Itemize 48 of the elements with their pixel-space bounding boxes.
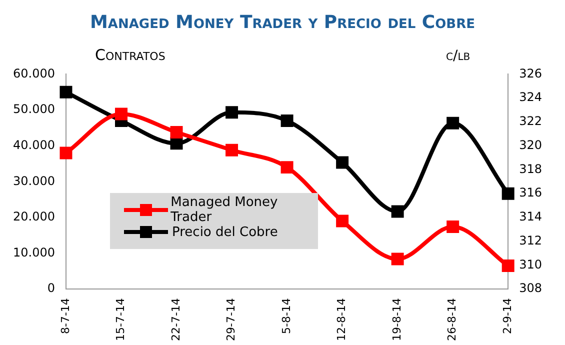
y-tick-label: 40.000 <box>12 138 55 152</box>
y-tick-label: 10.000 <box>12 245 55 260</box>
x-tick-label: 5-8-14 <box>280 298 293 334</box>
y-tick-label: 20.000 <box>12 210 55 224</box>
point <box>60 86 72 98</box>
point <box>170 126 183 138</box>
y2-tick-label: 308 <box>519 281 542 296</box>
point <box>280 161 294 174</box>
x-tick-label: 12-8-14 <box>335 298 348 342</box>
y2-tick-label: 320 <box>519 138 542 152</box>
point <box>60 146 72 160</box>
y-tick-label: 0 <box>47 281 55 296</box>
point <box>336 214 349 228</box>
y2-tick-label: 326 <box>519 66 542 80</box>
point <box>170 137 183 150</box>
y-tick-label: 50.000 <box>12 102 55 116</box>
x-tick-label: 8-7-14 <box>58 298 72 334</box>
point <box>226 106 238 119</box>
y-tick-label: 30.000 <box>12 174 55 188</box>
point <box>226 144 238 156</box>
point <box>446 220 460 233</box>
x-tick-label: 26-8-14 <box>446 298 459 342</box>
point <box>280 114 294 127</box>
x-tick-label: 29-7-14 <box>224 298 238 342</box>
x-tick-label: 2-9-14 <box>500 298 514 334</box>
y2-tick-label: 318 <box>519 162 542 176</box>
chart-title: Managed Money Trader y Precio del Cobre <box>89 12 476 33</box>
point <box>502 260 514 272</box>
y2-tick-label: 314 <box>519 210 542 224</box>
y2-tick-label: 316 <box>519 186 542 200</box>
x-tick-label: 19-8-14 <box>390 298 404 342</box>
y-axis-title: Contratos <box>95 46 166 64</box>
legend-label: Managed Money Trader <box>170 195 279 225</box>
y2-tick-label: 310 <box>519 257 542 272</box>
y-tick-label: 60.000 <box>12 66 55 80</box>
y2-tick-label: 324 <box>519 90 542 104</box>
y2-tick-label: 322 <box>519 114 542 128</box>
point <box>336 156 349 169</box>
point <box>446 116 460 130</box>
point <box>115 108 128 120</box>
legend-label: Precio del Cobre <box>172 224 278 240</box>
y2-axis-title: c/lb <box>446 48 470 64</box>
x-tick-label: 22-7-14 <box>169 298 182 342</box>
y2-tick-label: 312 <box>519 233 542 248</box>
point <box>502 187 514 200</box>
point <box>391 252 404 266</box>
x-tick-label: 15-7-14 <box>114 298 128 342</box>
point <box>391 205 404 218</box>
